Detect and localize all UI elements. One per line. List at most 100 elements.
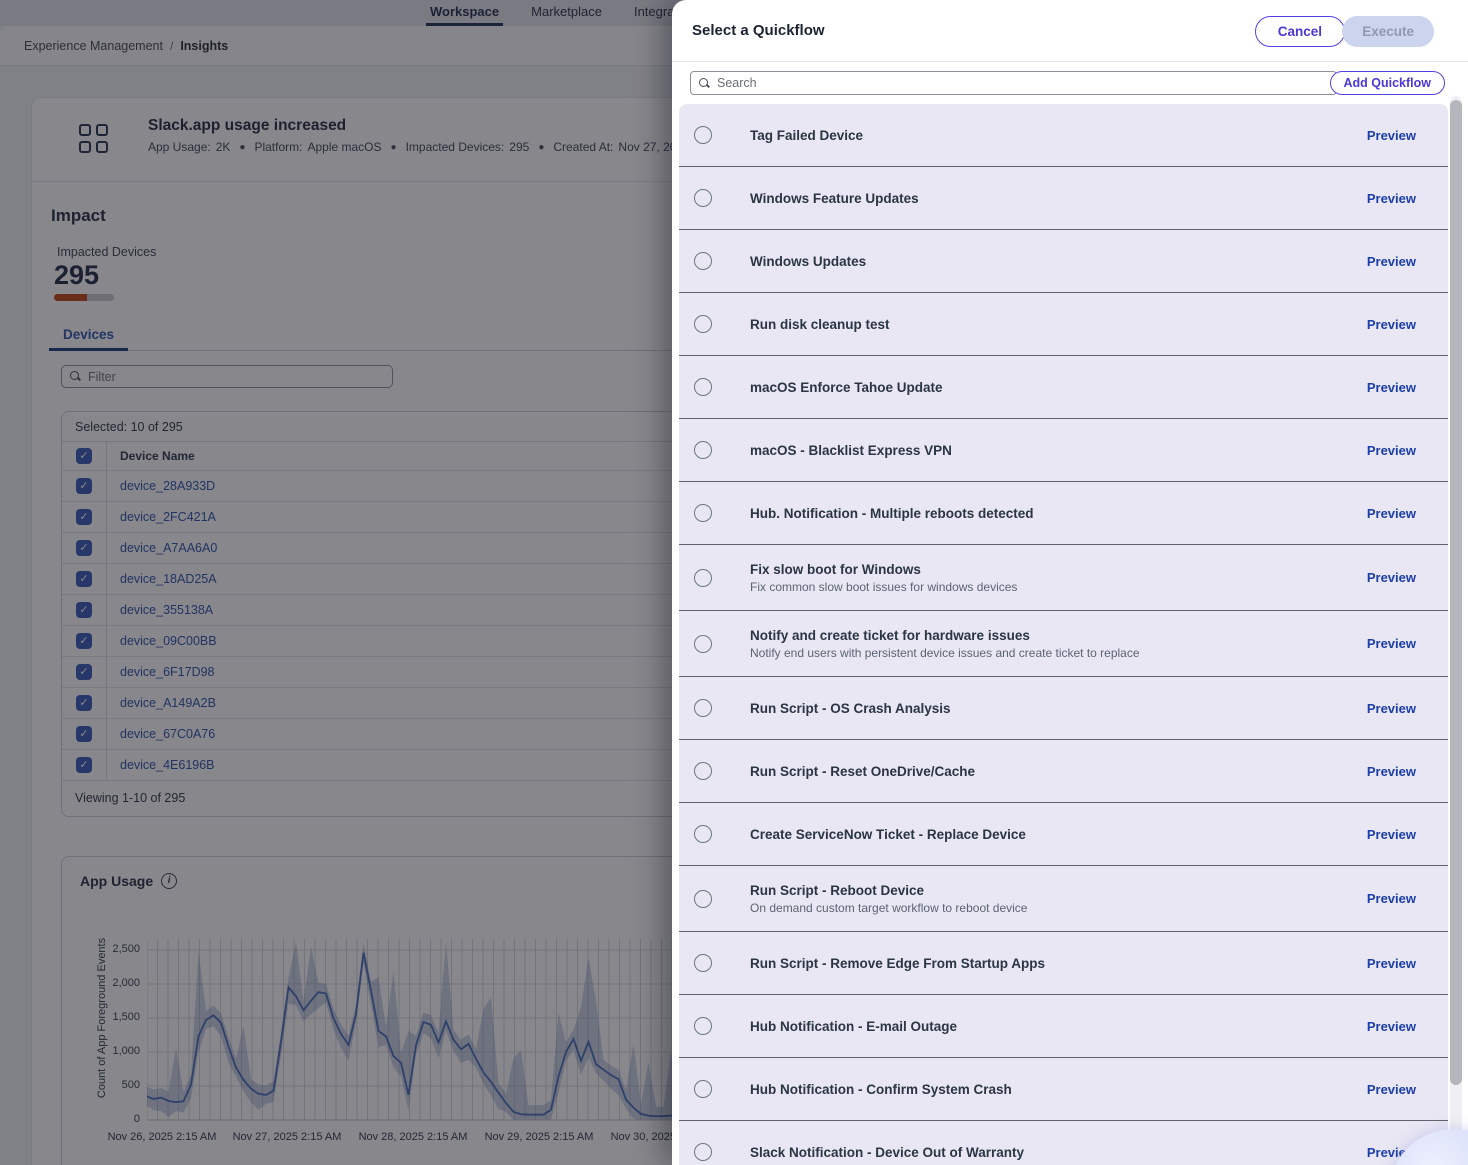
cancel-button[interactable]: Cancel <box>1254 16 1345 47</box>
quickflow-item-text: Windows Feature Updates <box>750 191 919 206</box>
quickflow-radio[interactable] <box>694 889 712 908</box>
quickflow-item[interactable]: Run Script - OS Crash Analysis Preview <box>679 677 1448 740</box>
quickflow-item-text: macOS Enforce Tahoe Update <box>750 380 943 395</box>
quickflow-item[interactable]: Windows Feature Updates Preview <box>679 167 1448 230</box>
quickflow-item[interactable]: Hub. Notification - Multiple reboots det… <box>679 482 1448 545</box>
preview-link[interactable]: Preview <box>1366 636 1416 651</box>
quickflow-item[interactable]: Slack Notification - Device Out of Warra… <box>679 1121 1448 1165</box>
preview-link[interactable]: Preview <box>1366 763 1416 779</box>
add-quickflow-button[interactable]: Add Quickflow <box>1329 71 1445 95</box>
preview-link[interactable]: Preview <box>1366 505 1416 521</box>
quickflow-item-label: Run disk cleanup test <box>750 316 890 332</box>
quickflow-item-label: macOS Enforce Tahoe Update <box>750 379 943 395</box>
preview-link[interactable]: Preview <box>1366 570 1416 585</box>
quickflow-radio[interactable] <box>694 252 712 270</box>
quickflow-item-label: Run Script - Remove Edge From Startup Ap… <box>750 955 1046 971</box>
quickflow-item[interactable]: Hub Notification - Confirm System Crash P… <box>679 1058 1448 1121</box>
quickflow-item-text: Hub Notification - Confirm System Crash <box>750 1082 1012 1097</box>
execute-button[interactable]: Execute <box>1342 16 1434 47</box>
quickflow-item-label: Run Script - Reboot Device <box>750 882 925 898</box>
quickflow-item[interactable]: macOS Enforce Tahoe Update Preview <box>679 356 1448 419</box>
quickflow-item-text: Fix slow boot for Windows Fix common slow… <box>750 562 1017 594</box>
quickflow-item[interactable]: Notify and create ticket for hardware is… <box>679 611 1448 677</box>
quickflow-item-description: On demand custom target workflow to rebo… <box>750 900 1028 915</box>
quickflow-radio[interactable] <box>694 634 712 653</box>
quickflow-item-text: Notify and create ticket for hardware is… <box>750 628 1140 660</box>
drawer-toolbar: Add Quickflow <box>672 62 1468 104</box>
search-icon <box>699 77 710 89</box>
quickflow-item-label: Hub. Notification - Multiple reboots det… <box>750 505 1034 521</box>
quickflow-radio[interactable] <box>694 954 712 972</box>
quickflow-item[interactable]: Create ServiceNow Ticket - Replace Devic… <box>679 803 1448 866</box>
preview-link[interactable]: Preview <box>1366 700 1416 716</box>
quickflow-item[interactable]: Run Script - Reboot Device On demand cust… <box>679 866 1448 932</box>
preview-link[interactable]: Preview <box>1366 190 1416 206</box>
quickflow-item-label: Create ServiceNow Ticket - Replace Devic… <box>750 826 1026 842</box>
drawer-title: Select a Quickflow <box>692 22 825 39</box>
quickflow-item-label: Hub Notification - E-mail Outage <box>750 1018 958 1034</box>
scrollbar-track[interactable] <box>1450 96 1462 1165</box>
quickflow-radio[interactable] <box>694 1080 712 1098</box>
quickflow-item-text: Run Script - OS Crash Analysis <box>750 701 951 716</box>
quickflow-item-label: Windows Updates <box>750 253 867 269</box>
preview-link[interactable]: Preview <box>1366 127 1416 143</box>
quickflow-item[interactable]: macOS - Blacklist Express VPN Preview <box>679 419 1448 482</box>
quickflow-item-text: Run Script - Reset OneDrive/Cache <box>750 764 975 779</box>
quickflow-radio[interactable] <box>694 568 712 587</box>
quickflow-radio[interactable] <box>694 315 712 333</box>
quickflow-item-label: Windows Feature Updates <box>750 190 919 206</box>
quickflow-item[interactable]: Fix slow boot for Windows Fix common slow… <box>679 545 1448 611</box>
quickflow-search[interactable] <box>690 71 1337 95</box>
quickflow-item-text: Hub Notification - E-mail Outage <box>750 1019 957 1034</box>
quickflow-radio[interactable] <box>694 504 712 522</box>
preview-link[interactable]: Preview <box>1366 1081 1416 1097</box>
quickflow-item-label: Run Script - Reset OneDrive/Cache <box>750 763 976 779</box>
quickflow-item-label: Notify and create ticket for hardware is… <box>750 627 1030 643</box>
quickflow-item-text: Create ServiceNow Ticket - Replace Devic… <box>750 827 1026 842</box>
quickflow-item-label: Run Script - OS Crash Analysis <box>750 700 951 716</box>
quickflow-item[interactable]: Tag Failed Device Preview <box>679 104 1448 167</box>
scrollbar-thumb[interactable] <box>1450 100 1462 1085</box>
quickflow-item-label: Slack Notification - Device Out of Warra… <box>750 1144 1025 1160</box>
quickflow-item-label: macOS - Blacklist Express VPN <box>750 442 952 458</box>
preview-link[interactable]: Preview <box>1366 316 1416 332</box>
preview-link[interactable]: Preview <box>1366 891 1416 906</box>
quickflow-item-description: Notify end users with persistent device … <box>750 645 1140 660</box>
quickflow-item-text: Hub. Notification - Multiple reboots det… <box>750 506 1034 521</box>
quickflow-radio[interactable] <box>694 699 712 717</box>
quickflow-search-input[interactable] <box>710 76 1252 90</box>
quickflow-item-text: Run Script - Reboot Device On demand cust… <box>750 883 1027 915</box>
preview-link[interactable]: Preview <box>1366 379 1416 395</box>
quickflow-item-text: Slack Notification - Device Out of Warra… <box>750 1145 1024 1160</box>
quickflow-radio[interactable] <box>694 126 712 144</box>
preview-link[interactable]: Preview <box>1366 826 1416 842</box>
quickflow-item-label: Fix slow boot for Windows <box>750 561 921 577</box>
quickflow-drawer: Select a Quickflow Cancel Execute Add Qu… <box>672 0 1468 1165</box>
preview-link[interactable]: Preview <box>1366 442 1416 458</box>
preview-link[interactable]: Preview <box>1366 253 1416 269</box>
quickflow-radio[interactable] <box>694 825 712 843</box>
quickflow-item-text: Run Script - Remove Edge From Startup Ap… <box>750 956 1045 971</box>
quickflow-item-text: macOS - Blacklist Express VPN <box>750 443 952 458</box>
quickflow-item-text: Run disk cleanup test <box>750 317 890 332</box>
quickflow-item[interactable]: Run Script - Reset OneDrive/Cache Preview <box>679 740 1448 803</box>
preview-link[interactable]: Preview <box>1366 1018 1416 1034</box>
quickflow-item-text: Windows Updates <box>750 254 866 269</box>
preview-link[interactable]: Preview <box>1366 955 1416 971</box>
quickflow-radio[interactable] <box>694 1017 712 1035</box>
quickflow-item[interactable]: Run Script - Remove Edge From Startup Ap… <box>679 932 1448 995</box>
quickflow-radio[interactable] <box>694 378 712 396</box>
quickflow-item[interactable]: Run disk cleanup test Preview <box>679 293 1448 356</box>
quickflow-item[interactable]: Hub Notification - E-mail Outage Preview <box>679 995 1448 1058</box>
quickflow-list: Tag Failed Device Preview Windows Feature … <box>679 104 1448 1165</box>
quickflow-item-label: Hub Notification - Confirm System Crash <box>750 1081 1012 1097</box>
quickflow-radio[interactable] <box>694 189 712 207</box>
quickflow-item-text: Tag Failed Device <box>750 128 863 143</box>
quickflow-radio[interactable] <box>694 1143 712 1161</box>
quickflow-radio[interactable] <box>694 762 712 780</box>
quickflow-item-label: Tag Failed Device <box>750 127 864 143</box>
quickflow-item[interactable]: Windows Updates Preview <box>679 230 1448 293</box>
quickflow-item-description: Fix common slow boot issues for windows … <box>750 579 1018 594</box>
quickflow-radio[interactable] <box>694 441 712 459</box>
